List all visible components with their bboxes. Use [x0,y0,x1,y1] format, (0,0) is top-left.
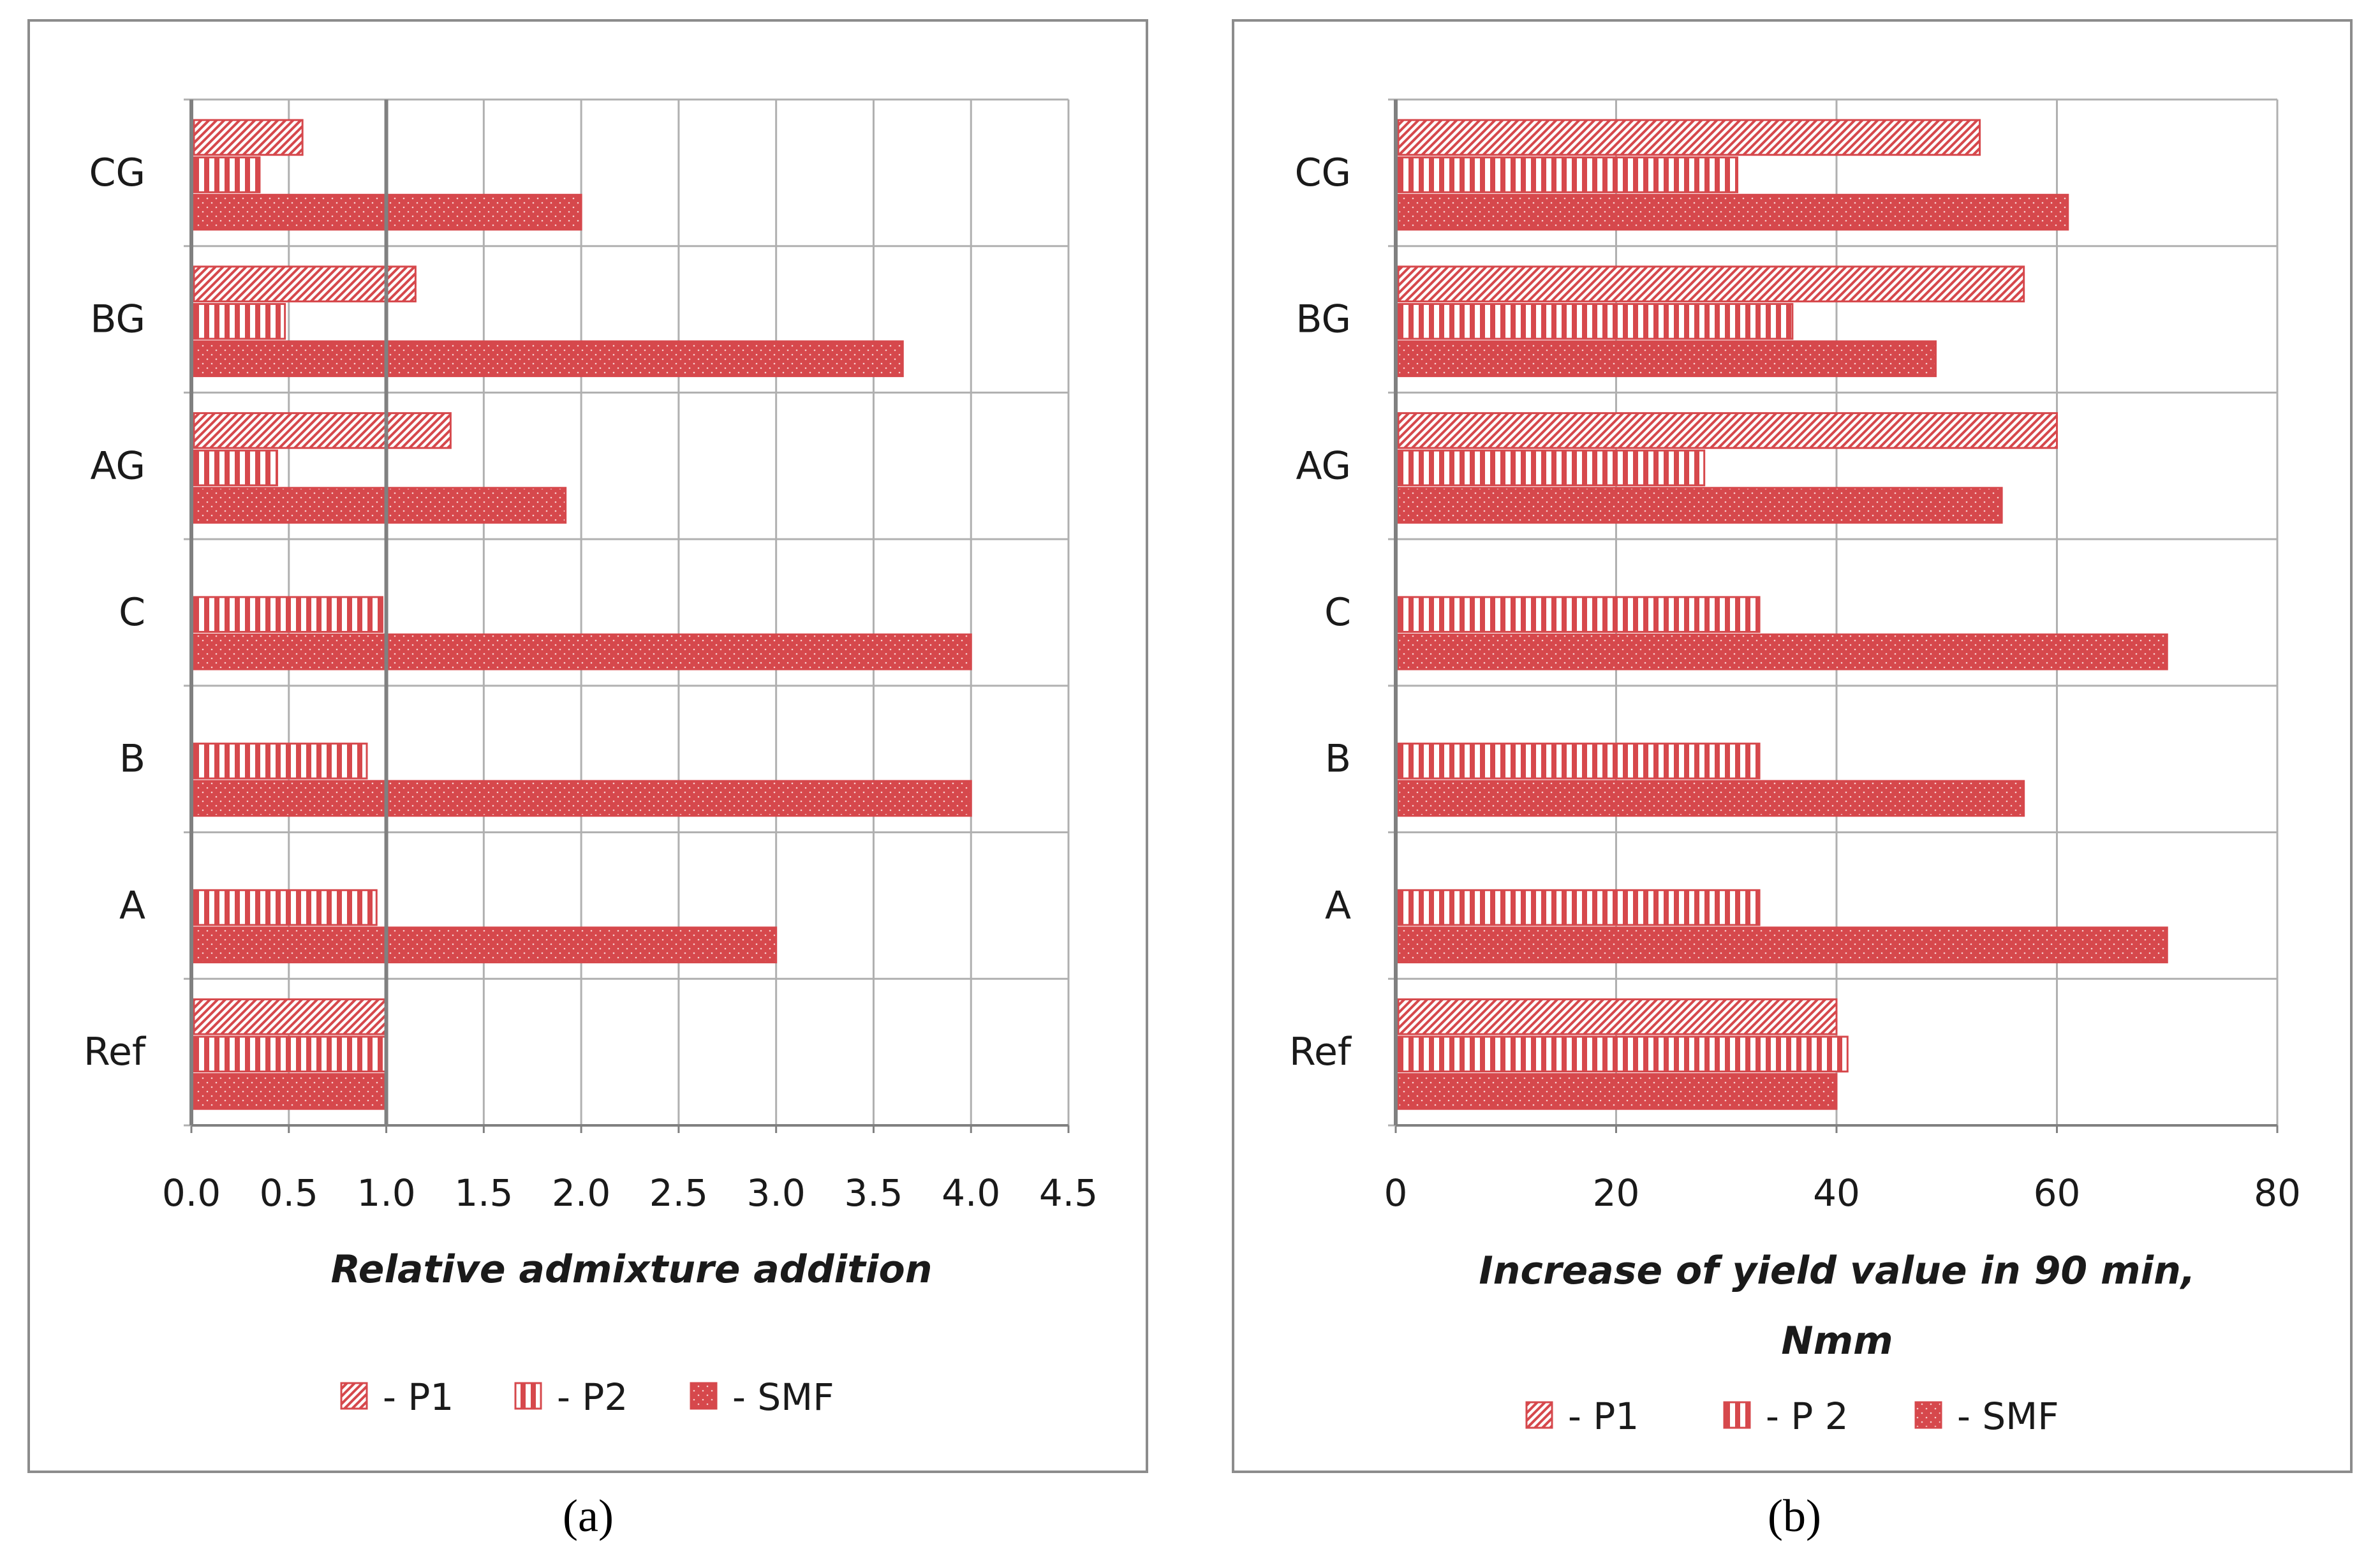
panel-a-bar-smf-a [193,926,778,963]
panel-b-category-label: AG [1296,443,1351,488]
panel-b-bar-p2-c [1397,596,1761,633]
legend-a-swatch-p1 [340,1382,368,1410]
panel-a-bar-p1-ag [193,412,452,449]
panel-b-x-tick-label: 40 [1813,1171,1860,1215]
panel-b-bar-p2-b [1397,743,1761,780]
panel-b-bar-p2-a [1397,889,1761,926]
panel-a-x-tick-label: 0.5 [260,1171,318,1215]
panel-a-bar-p2-cg [193,156,261,193]
panel-a-bar-smf-c [193,633,972,671]
panel-b-caption: (b) [1768,1490,1821,1541]
panel-a-x-tick-label: 1.0 [357,1171,415,1215]
panel-a-x-tick-label: 3.5 [844,1171,903,1215]
panel-a-category-label: B [119,737,145,782]
legend-a-label-p1: - P1 [383,1375,454,1419]
panel-a-bar-p2-bg [193,302,286,340]
panel-a-bar-p1-cg [193,119,304,156]
panel-a-x-tick-label: 4.0 [942,1171,1000,1215]
panel-a-category-label: C [119,590,145,635]
panel-a-x-axis-title: Relative admixture addition [331,1247,933,1292]
panel-b-x-tick-label: 80 [2254,1171,2301,1215]
panel-a-x-tick-label: 1.5 [454,1171,513,1215]
panel-b-category-label: B [1325,737,1351,782]
panel-b-x-tick-label: 60 [2034,1171,2081,1215]
panel-b-bar-smf-b [1397,780,2025,817]
panel-a-bar-p2-a [193,889,378,926]
legend-a-label-smf: - SMF [732,1375,834,1419]
legend-a-label-p2: - P2 [557,1375,628,1419]
legend-a-swatch-p2 [514,1382,542,1410]
panel-a-category-label: AG [91,443,145,488]
panel-b-category-label: A [1325,883,1351,928]
panel-a-x-tick-label: 0.0 [162,1171,221,1215]
legend-b-swatch-p1 [1525,1401,1553,1429]
panel-b-category-label: BG [1296,297,1351,342]
panel-a-bar-smf-ag [193,487,567,524]
panel-a-bar-p2-ref [193,1035,388,1073]
panel-b-bar-p1-ag [1397,412,2058,449]
panel-a-caption: (a) [563,1490,614,1541]
panel-b-x-axis-title-line1: Increase of yield value in 90 min, [1479,1249,2195,1293]
panel-b-bar-p2-ag [1397,449,1706,487]
panel-b-bar-smf-ag [1397,487,2003,524]
panel-a-bar-smf-b [193,780,972,817]
panel-a-bar-p2-b [193,743,368,780]
panel-b-x-tick-label: 20 [1593,1171,1640,1215]
panel-b-category-label: C [1324,590,1351,635]
panel-b-bar-p1-ref [1397,998,1838,1035]
panel-b: 0 20 40 60 80 CG BG AG C B A Ref [1289,98,2301,1215]
legend-b-swatch-p2 [1723,1401,1751,1429]
panel-a-bar-p1-ref [193,998,388,1035]
panel-a-bar-p2-c [193,596,383,633]
panel-a-x-tick-label: 3.0 [747,1171,806,1215]
panel-b-x-tick-label: 0 [1384,1171,1408,1215]
panel-a: 0.0 0.5 1.0 1.5 2.0 2.5 3.0 3.5 4.0 4.5 CG BG AG C B A R… [84,98,1098,1215]
panel-a-category-label: BG [90,297,145,342]
panel-b-bar-smf-a [1397,926,2168,963]
legend-b-label-smf: - SMF [1957,1395,2059,1438]
panel-b-category-label: CG [1295,151,1351,195]
panel-b-bar-smf-c [1397,633,2168,671]
panel-a-x-tick-label: 2.0 [552,1171,610,1215]
panel-b-bar-p1-cg [1397,119,1981,156]
legend-a-swatch-smf [690,1382,718,1410]
legend-b-label-p2: - P 2 [1766,1395,1849,1438]
panel-a-category-label: CG [89,151,145,195]
panel-b-bar-p2-ref [1397,1035,1849,1073]
panel-a-x-tick-label: 4.5 [1039,1171,1098,1215]
panel-a-category-label: Ref [84,1030,147,1074]
panel-a-bar-p1-bg [193,265,417,302]
panel-a-bar-smf-ref [193,1073,388,1110]
panel-b-legend: - P1 - P 2 - SMF [1525,1395,2059,1438]
panel-a-bar-smf-bg [193,340,904,378]
panel-b-bar-p2-bg [1397,302,1794,340]
panel-b-category-label: Ref [1289,1030,1352,1074]
legend-b-label-p1: - P1 [1568,1395,1639,1438]
panel-b-x-axis-title-line2: Nmm [1781,1319,1893,1363]
panel-b-bar-p2-cg [1397,156,1739,193]
panel-b-bar-smf-cg [1397,193,2069,231]
panel-a-bar-p2-ag [193,449,278,487]
panel-a-legend: - P1 - P2 - SMF [340,1375,834,1419]
panel-b-bar-smf-bg [1397,340,1937,378]
panel-a-x-tick-label: 2.5 [649,1171,708,1215]
panel-b-bar-smf-ref [1397,1073,1838,1110]
panel-b-bar-p1-bg [1397,265,2025,302]
legend-b-swatch-smf [1914,1401,1942,1429]
panel-a-category-label: A [119,883,145,928]
